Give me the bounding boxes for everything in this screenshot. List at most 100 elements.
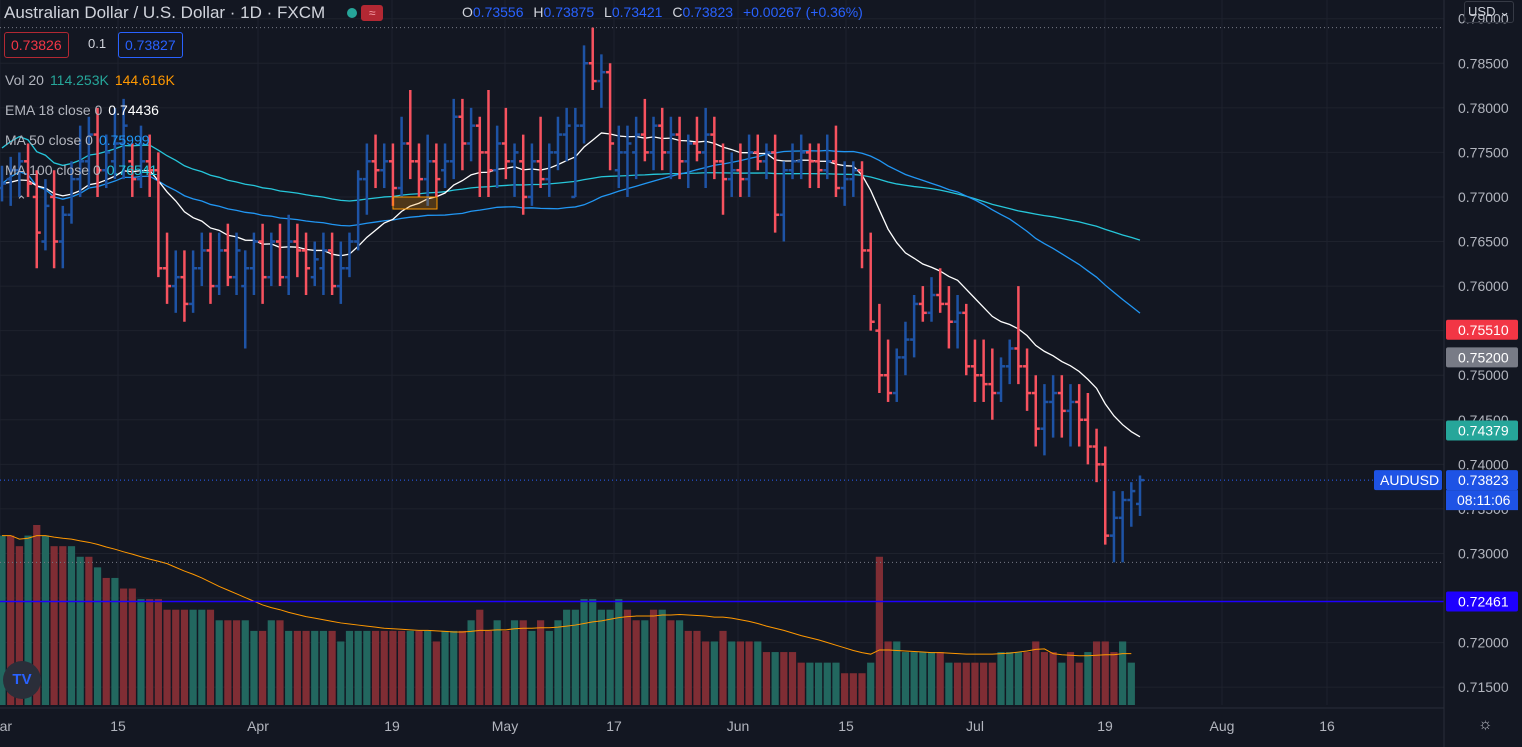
ohlc-bar: [875, 303, 884, 394]
ohlc-bar: [1014, 286, 1023, 385]
ohlc-bar: [302, 232, 311, 295]
settings-gear-icon[interactable]: ☼: [1478, 716, 1493, 733]
tradingview-logo-icon[interactable]: TV: [3, 661, 41, 699]
volume-bar: [589, 599, 597, 705]
volume-bar: [953, 662, 962, 705]
ohlc-bar: [67, 161, 76, 224]
volume-bar: [493, 620, 501, 705]
x-tick-label: Jul: [966, 718, 984, 734]
ohlc-bar: [692, 116, 701, 162]
volume-bar: [649, 609, 658, 705]
volume-bar: [476, 609, 484, 705]
ohlc-bar: [84, 116, 93, 189]
volume-bar: [302, 630, 310, 705]
ohlc-bar: [1023, 348, 1032, 411]
symbol-title[interactable]: Australian Dollar / U.S. Dollar · 1D · F…: [4, 3, 326, 22]
market-status-dot-icon: [347, 8, 358, 18]
volume-bar: [571, 609, 579, 705]
volume-bar: [788, 652, 797, 705]
legend-ma50[interactable]: MA 50 close 0 0.75999: [5, 132, 150, 148]
legend-volume-ma-value: 144.616K: [114, 72, 175, 88]
ohlc-bar: [858, 161, 867, 269]
volume-bar: [1014, 652, 1022, 705]
ohlc-bar: [910, 295, 919, 358]
y-tick-label: 0.73000: [1458, 545, 1509, 561]
ohlc-bar: [423, 134, 432, 206]
volume-bar: [502, 630, 510, 705]
price-axis: [1444, 0, 1522, 747]
volume-bar: [206, 609, 215, 705]
volume-bar: [1075, 662, 1083, 705]
ohlc-bar: [475, 116, 484, 197]
ohlc-bar: [675, 116, 684, 180]
volume-bar: [259, 630, 267, 705]
volume-bar: [806, 662, 814, 705]
ohlc-bar: [1109, 491, 1118, 563]
legend-volume-value: 114.253K: [49, 72, 109, 88]
currency-select[interactable]: USD ⌄: [1464, 1, 1514, 23]
ohlc-bar: [136, 125, 145, 189]
volume-bar: [267, 620, 275, 705]
volume-bar: [285, 630, 293, 705]
x-tick-label: Apr: [247, 718, 269, 734]
volume-bar: [632, 620, 640, 705]
ohlc-bar: [275, 223, 284, 287]
ohlc-bar: [553, 116, 562, 171]
ohlc-bar: [571, 107, 580, 199]
volume-bar: [510, 620, 519, 705]
ohlc-bar: [458, 98, 467, 171]
quantity-value[interactable]: 0.1: [88, 36, 107, 51]
ohlc-bar: [840, 161, 849, 206]
volume-bar: [424, 630, 432, 705]
volume-bar: [250, 630, 258, 705]
volume-bar: [450, 630, 458, 705]
ohlc-bar: [632, 116, 641, 180]
legend-ma50-value: 0.75999: [98, 132, 150, 148]
volume-bar: [641, 620, 649, 705]
ohlc-bar: [310, 241, 319, 287]
legend-volume[interactable]: Vol 20 114.253K 144.616K: [5, 72, 175, 88]
volume-bar: [224, 620, 232, 705]
y-tick-label: 0.75000: [1458, 367, 1509, 383]
ohlc-bar: [823, 134, 832, 180]
legend-ma100[interactable]: MA 100 close 0 0.76541: [5, 162, 157, 178]
buy-button[interactable]: 0.73827: [118, 32, 183, 58]
ohlc-bar: [58, 205, 67, 269]
ohlc-bar: [241, 250, 250, 349]
ohlc-bar: [1092, 428, 1101, 483]
wave-icon[interactable]: ≈: [361, 5, 384, 21]
price-label: 0.74379: [1458, 422, 1509, 438]
ohlc-bar: [197, 232, 206, 287]
volume-bar: [693, 630, 701, 705]
ohlc-bar: [24, 143, 33, 197]
sell-button[interactable]: 0.73826: [4, 32, 69, 58]
ohlc-bar: [997, 357, 1006, 402]
ohlc-bar: [189, 250, 198, 313]
ohlc-bar: [232, 232, 241, 295]
collapse-legend-chevron-up-icon[interactable]: ⌃: [16, 193, 27, 208]
ohlc-bar: [1040, 384, 1049, 456]
volume-bar: [867, 662, 875, 705]
ohlc-bar: [536, 116, 545, 189]
volume-ma-line: [2, 535, 1132, 657]
x-tick-label: Mar: [0, 718, 12, 734]
volume-bar: [528, 630, 536, 705]
ohlc-bar: [41, 179, 50, 251]
legend-ema[interactable]: EMA 18 close 0 0.74436: [5, 102, 159, 118]
ohlc-bar: [562, 107, 571, 162]
ohlc-bar: [1118, 491, 1127, 563]
volume-bar: [172, 609, 180, 705]
x-tick-label: Aug: [1210, 718, 1235, 734]
y-tick-label: 0.77000: [1458, 189, 1509, 205]
volume-bar: [823, 662, 831, 705]
ohlc-bar: [666, 116, 675, 180]
legend-ema-name: EMA 18 close 0: [5, 102, 103, 118]
ohlc-bar: [597, 54, 606, 108]
ohlc-bar: [441, 143, 450, 189]
volume-bar: [849, 673, 857, 705]
ohlc-bar: [771, 134, 780, 233]
ohlc-bar: [710, 116, 719, 180]
volume-bar: [137, 599, 145, 705]
ohlc-bar: [102, 134, 111, 189]
